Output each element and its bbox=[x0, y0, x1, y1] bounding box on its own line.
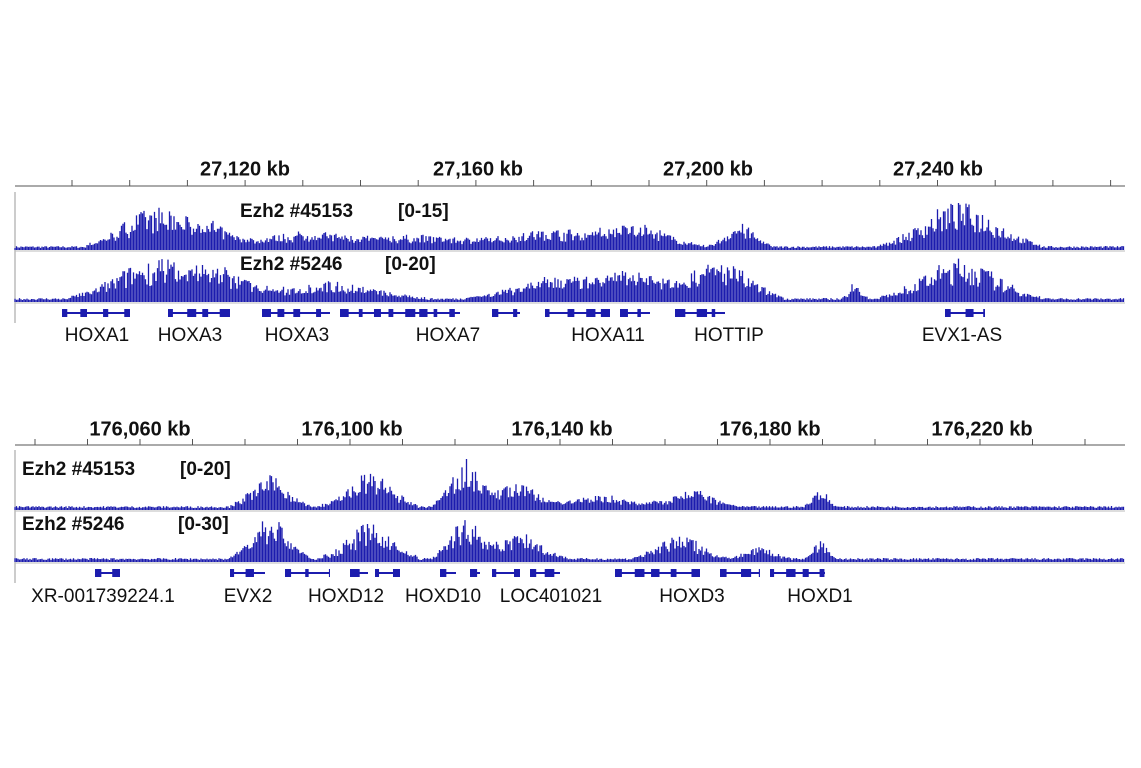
gene-exon bbox=[230, 569, 235, 577]
gene-exon bbox=[419, 309, 428, 317]
signal bbox=[14, 459, 1125, 510]
gene-label: HOXA3 bbox=[265, 325, 329, 346]
gene-exon bbox=[219, 309, 230, 317]
gene-exon bbox=[340, 309, 349, 317]
track-name: Ezh2 #45153 bbox=[240, 201, 353, 222]
gene-exon bbox=[514, 569, 520, 577]
gene-exon bbox=[202, 309, 209, 317]
gene-exon bbox=[80, 309, 88, 317]
ruler-label: 27,240 kb bbox=[893, 158, 983, 180]
gene-exon bbox=[470, 569, 478, 577]
gene-exon bbox=[637, 309, 641, 317]
ruler-label: 176,060 kb bbox=[89, 418, 190, 440]
gene-exon bbox=[388, 309, 394, 317]
gene-exon bbox=[440, 569, 447, 577]
ruler-label: 176,180 kb bbox=[719, 418, 820, 440]
gene-exon bbox=[62, 309, 68, 317]
gene-label: HOXA3 bbox=[158, 325, 222, 346]
gene-exon bbox=[758, 569, 760, 577]
gene-exon bbox=[103, 309, 109, 317]
gene-label: HOXD1 bbox=[787, 586, 852, 607]
gene-exon bbox=[492, 309, 499, 317]
gene-label: EVX1-AS bbox=[922, 325, 1002, 346]
gene-exon bbox=[691, 569, 700, 577]
track-range: [0-20] bbox=[180, 459, 231, 480]
gene-exon bbox=[651, 569, 660, 577]
ruler-label: 176,140 kb bbox=[511, 418, 612, 440]
gene-exon bbox=[634, 569, 645, 577]
gene-exon bbox=[786, 569, 796, 577]
ruler-label: 176,220 kb bbox=[931, 418, 1032, 440]
ruler-label: 27,200 kb bbox=[663, 158, 753, 180]
gene-exon bbox=[600, 309, 610, 317]
gene-exon bbox=[405, 309, 416, 317]
gene-exon bbox=[95, 569, 102, 577]
gene-exon bbox=[245, 569, 254, 577]
gene-exon bbox=[965, 309, 974, 317]
gene-exon bbox=[586, 309, 596, 317]
gene-label: HOXD12 bbox=[308, 586, 384, 607]
gene-exon bbox=[392, 569, 400, 577]
gene-exon bbox=[187, 309, 197, 317]
signal bbox=[14, 258, 1125, 302]
gene-exon bbox=[513, 309, 518, 317]
gene-label: HOXD3 bbox=[659, 586, 724, 607]
gene-exon bbox=[350, 569, 360, 577]
gene-label: HOXA11 bbox=[571, 325, 645, 346]
track-range: [0-30] bbox=[178, 514, 229, 535]
gene-label: XR-001739224.1 bbox=[31, 586, 175, 607]
gene-label: HOXD10 bbox=[405, 586, 481, 607]
gene-exon bbox=[449, 309, 455, 317]
gene-exon bbox=[770, 569, 775, 577]
ruler-label: 176,100 kb bbox=[301, 418, 402, 440]
gene-exon bbox=[168, 309, 173, 317]
gene-exon bbox=[620, 309, 628, 317]
gene-label: HOXA1 bbox=[65, 325, 129, 346]
gene-exon bbox=[615, 569, 622, 577]
ruler-label: 27,120 kb bbox=[200, 158, 290, 180]
gene-exon bbox=[277, 309, 285, 317]
gene-exon bbox=[802, 569, 809, 577]
gene-label: EVX2 bbox=[224, 586, 273, 607]
gene-exon bbox=[492, 569, 497, 577]
gene-exon bbox=[358, 309, 363, 317]
gene-exon bbox=[711, 309, 716, 317]
gene-exon bbox=[316, 309, 322, 317]
gene-exon bbox=[675, 309, 686, 317]
gene-exon bbox=[544, 569, 555, 577]
gene-label: HOXA7 bbox=[416, 325, 480, 346]
gene-exon bbox=[293, 309, 301, 317]
gene-exon bbox=[819, 569, 825, 577]
signal bbox=[14, 520, 1125, 562]
gene-label: LOC401021 bbox=[500, 586, 602, 607]
gene-exon bbox=[567, 309, 575, 317]
gene-exon bbox=[945, 309, 951, 317]
gene-exon bbox=[720, 569, 727, 577]
gene-label: HOTTIP bbox=[694, 325, 764, 346]
gene-exon bbox=[696, 309, 708, 317]
track-range: [0-15] bbox=[398, 201, 449, 222]
ruler-label: 27,160 kb bbox=[433, 158, 523, 180]
track-name: Ezh2 #45153 bbox=[22, 459, 135, 480]
gene-exon bbox=[124, 309, 130, 317]
gene-exon bbox=[670, 569, 677, 577]
gene-exon bbox=[530, 569, 537, 577]
gene-exon bbox=[328, 569, 330, 577]
gene-exon bbox=[285, 569, 292, 577]
gene-exon bbox=[305, 569, 309, 577]
gene-exon bbox=[262, 309, 271, 317]
track-name: Ezh2 #5246 bbox=[240, 254, 342, 275]
track-name: Ezh2 #5246 bbox=[22, 514, 124, 535]
gene-exon bbox=[112, 569, 120, 577]
signal bbox=[14, 203, 1125, 250]
gene-exon bbox=[545, 309, 550, 317]
gene-exon bbox=[375, 569, 380, 577]
gene-exon bbox=[433, 309, 438, 317]
gene-exon bbox=[741, 569, 752, 577]
gene-exon bbox=[983, 309, 985, 317]
gene-exon bbox=[373, 309, 381, 317]
track-range: [0-20] bbox=[385, 254, 436, 275]
